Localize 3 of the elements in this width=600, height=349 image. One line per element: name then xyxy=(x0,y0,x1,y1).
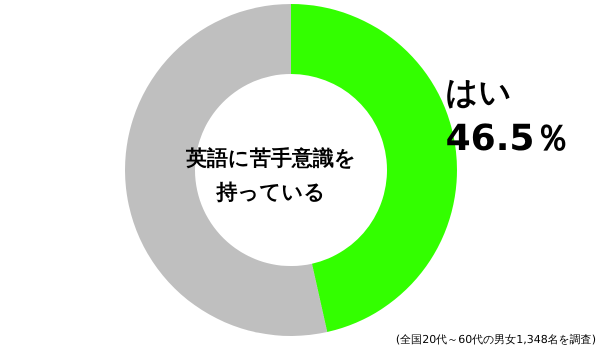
slice-label: はい xyxy=(446,73,512,112)
text: (全国20代～60代の男女1,348名を調査) xyxy=(396,333,596,346)
text: 英語に苦手意識を持っている xyxy=(185,146,356,204)
